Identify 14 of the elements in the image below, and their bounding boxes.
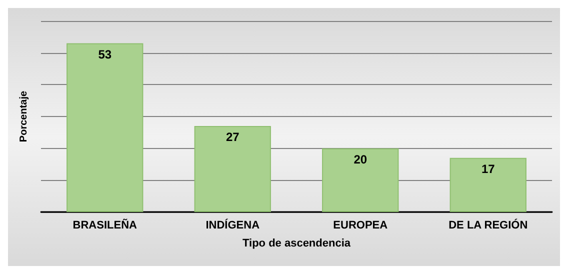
bar	[450, 158, 526, 212]
x-tick-label: DE LA REGIÓN	[448, 218, 528, 232]
x-tick-label: EUROPEA	[333, 220, 388, 232]
x-axis-title: Tipo de ascendencia	[242, 238, 352, 250]
data-label: 17	[481, 162, 496, 176]
bar	[322, 148, 399, 212]
x-tick-label: BRASILEÑA	[72, 218, 138, 232]
data-label: 27	[226, 130, 240, 144]
x-tick-label: INDÍGENA	[206, 218, 260, 232]
data-label: 53	[98, 47, 112, 62]
data-label: 20	[354, 152, 368, 166]
bar	[66, 43, 144, 212]
y-axis-title: Porcentaje	[18, 90, 30, 142]
bar	[194, 126, 271, 212]
